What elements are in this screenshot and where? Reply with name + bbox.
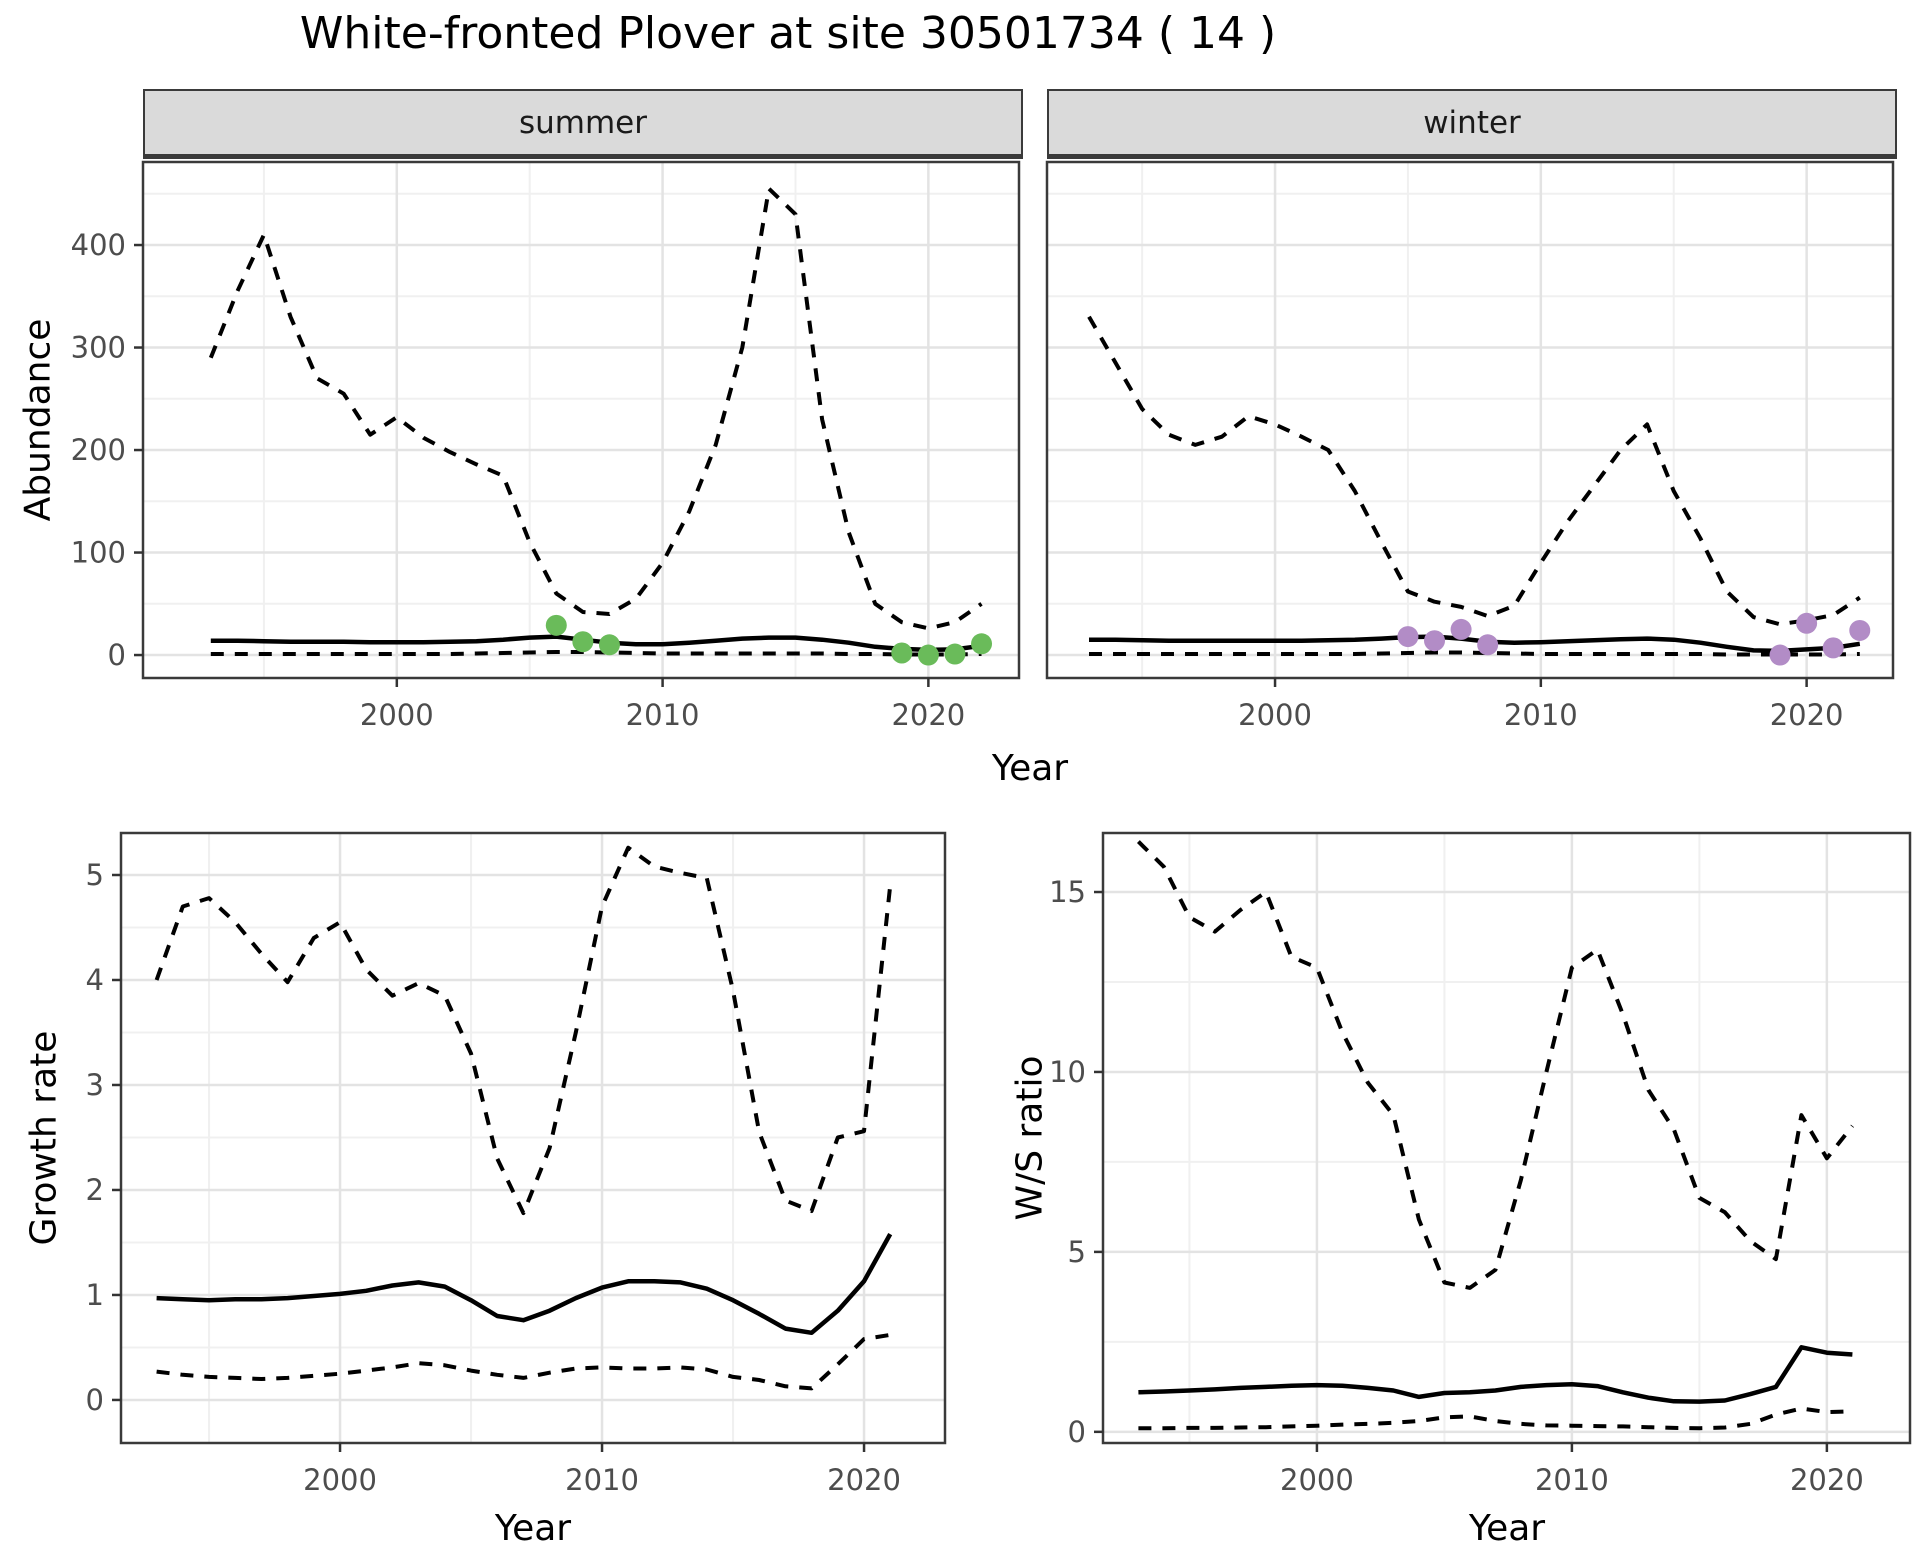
facet-strip-summer: summer [143,89,1023,159]
ws_ratio-y-tick-label: 0 [1068,1415,1086,1449]
y-axis-title-growth-rate: Growth rate [23,1030,65,1246]
growth_rate-x-tick-label: 2010 [565,1463,639,1497]
abundance_winter-observation-point [1796,612,1818,634]
abundance_winter-observation-point [1450,618,1472,640]
abundance_summer-observation-point [545,614,567,636]
abundance_winter-lower_ci-line [1089,650,1860,657]
ws_ratio-y-tick-label: 10 [1049,1055,1086,1089]
ws_ratio-x-tick-label: 2020 [1790,1463,1864,1497]
abundance_summer-panel-bg [143,162,1019,678]
ws_ratio-panel-bg [1103,833,1910,1443]
abundance_summer-observation-point [917,644,939,666]
page-title: White-fronted Plover at site 30501734 ( … [299,8,1277,59]
abundance_winter-observation-point [1769,644,1791,666]
abundance_summer-x-tick-label: 2020 [891,698,965,732]
growth_rate-y-tick-label: 4 [86,963,104,997]
abundance_winter-median-line [1089,634,1861,654]
y-axis-title-abundance: Abundance [17,318,59,522]
growth_rate-y-tick-label: 5 [86,858,104,892]
ws_ratio-y-tick-label: 15 [1049,875,1086,909]
growth_rate-y-tick-label: 2 [86,1173,104,1207]
x-axis-title-ws: Year [1468,1508,1546,1549]
growth_rate-y-tick-label: 1 [86,1278,104,1312]
abundance_winter-observation-point [1477,634,1499,656]
growth_rate-panel-border [119,831,947,1445]
abundance_winter-panel-border [1045,160,1895,680]
x-axis-title-top: Year [991,748,1069,789]
ws_ratio-x-tick-label: 2010 [1535,1463,1609,1497]
abundance_summer-y-tick-label: 0 [108,638,126,672]
x-axis-title-growth: Year [494,1508,572,1549]
abundance_summer-panel-border [141,160,1021,680]
growth_rate-median-line [156,1233,893,1336]
abundance_summer-y-tick-label: 300 [71,331,126,365]
growth_rate-lower_ci-line [156,1332,891,1391]
abundance_summer-y-tick-label: 200 [71,433,126,467]
abundance_summer-lower_ci-line [210,650,982,657]
abundance_summer-upper_ci-line [208,186,983,631]
facet-strip-label: winter [1423,104,1521,141]
ws_ratio-panel-border [1101,831,1912,1445]
growth_rate-x-tick-label: 2020 [827,1463,901,1497]
growth_rate-y-tick-label: 0 [86,1383,104,1417]
growth_rate-x-tick-label: 2000 [303,1463,377,1497]
abundance_winter-observation-point [1424,630,1446,652]
facet-strip-winter: winter [1047,89,1897,159]
abundance_summer-y-tick-label: 400 [71,228,126,262]
ws_ratio-upper_ci-line [1136,840,1854,1290]
abundance_winter-observation-point [1822,637,1844,659]
growth_rate-y-tick-label: 3 [86,1068,104,1102]
abundance_winter-upper_ci-line [1087,315,1861,627]
ws_ratio-x-tick-label: 2000 [1280,1463,1354,1497]
y-axis-title-ws-ratio: W/S ratio [1009,1055,1051,1221]
abundance_winter-x-tick-label: 2000 [1238,698,1312,732]
abundance_winter-observation-point [1397,626,1419,648]
abundance_winter-x-tick-label: 2010 [1504,698,1578,732]
abundance_winter-observation-point [1849,619,1871,641]
abundance_summer-observation-point [891,642,913,664]
facet-strip-label: summer [518,104,647,141]
abundance_summer-y-tick-label: 100 [71,536,126,570]
abundance_summer-observation-point [944,643,966,665]
ws_ratio-median-line [1138,1345,1853,1404]
abundance_summer-x-tick-label: 2010 [626,698,700,732]
abundance_winter-x-tick-label: 2020 [1770,698,1844,732]
abundance_summer-observation-point [572,631,594,653]
abundance_summer-x-tick-label: 2000 [360,698,434,732]
ws_ratio-y-tick-label: 5 [1068,1235,1086,1269]
growth_rate-upper_ci-line [154,845,893,1216]
abundance_winter-panel-bg [1047,162,1893,678]
abundance_summer-median-line [210,634,982,653]
abundance_summer-observation-point [598,634,620,656]
abundance_summer-observation-point [971,633,993,655]
